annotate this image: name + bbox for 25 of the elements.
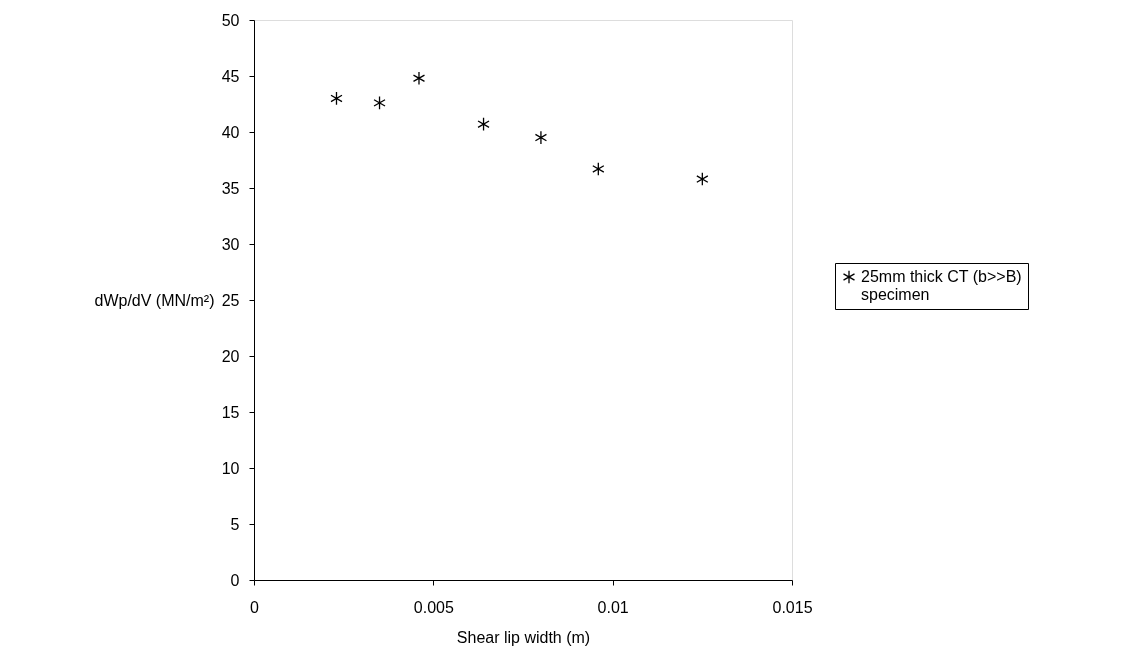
y-tick-label: 30 xyxy=(221,235,240,253)
y-tick-label: 5 xyxy=(230,515,240,533)
x-tick-label: 0.015 xyxy=(772,598,813,616)
point xyxy=(592,161,605,176)
y-tick-label: 0 xyxy=(230,571,240,589)
x-axis-title: Shear lip width (m) xyxy=(456,628,591,646)
y-tick-label: 20 xyxy=(221,347,240,365)
point xyxy=(696,172,709,187)
point xyxy=(477,117,490,132)
point xyxy=(412,71,426,86)
y-tick-label: 45 xyxy=(221,67,240,85)
point xyxy=(534,130,548,145)
y-tick-label: 10 xyxy=(221,459,240,477)
y-tick-label: 25 xyxy=(221,291,240,309)
point xyxy=(330,91,343,106)
y-tick-label: 15 xyxy=(221,403,240,421)
y-tick-label: 50 xyxy=(221,11,240,29)
x-tick-label: 0 xyxy=(250,598,260,616)
x-tick-label: 0.01 xyxy=(597,598,629,616)
y-axis-title: dWp/dV (MN/m²) xyxy=(94,291,215,309)
point xyxy=(373,95,386,110)
legend-label: 25mm thick CT (b>>B) specimen xyxy=(861,268,1022,303)
x-tick-label: 0.005 xyxy=(413,598,454,616)
y-tick-label: 40 xyxy=(221,123,240,141)
y-tick-label: 35 xyxy=(221,179,240,197)
